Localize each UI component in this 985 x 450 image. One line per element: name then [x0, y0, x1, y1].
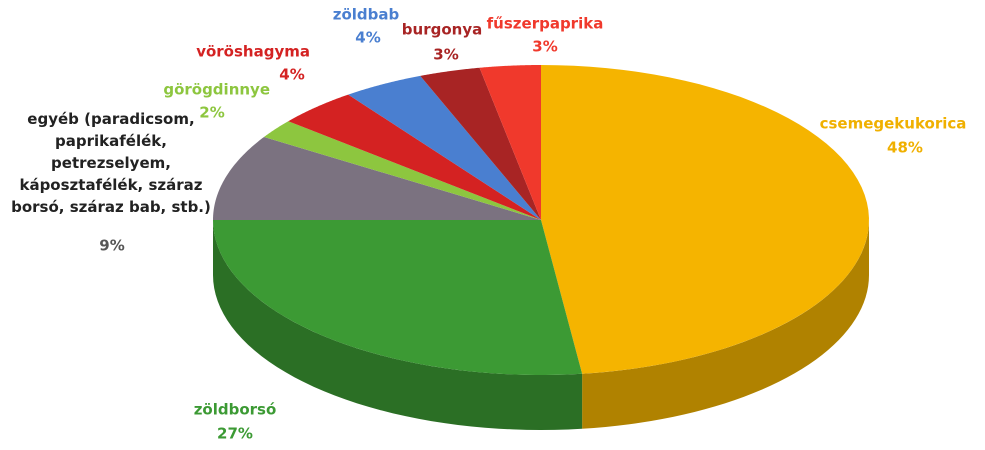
category-label: fűszerpaprika — [487, 15, 604, 33]
category-label: görögdinnye — [163, 81, 270, 99]
value-label: 3% — [532, 38, 557, 56]
pie-slice — [541, 65, 869, 374]
pie-slice — [348, 75, 541, 220]
pie-slice — [213, 220, 583, 375]
pie-slice — [420, 67, 541, 220]
category-label: zöldbab — [333, 6, 400, 24]
pie-slice — [288, 94, 541, 220]
value-label: 48% — [887, 139, 923, 157]
value-label: 3% — [433, 46, 458, 64]
value-label: 4% — [355, 29, 380, 47]
value-label: 27% — [217, 425, 253, 443]
pie-slice — [479, 65, 541, 220]
category-label: zöldborsó — [194, 401, 277, 419]
category-label: csemegekukorica — [820, 115, 967, 133]
pie-side — [213, 220, 583, 430]
category-label: burgonya — [402, 21, 482, 39]
value-label: 9% — [99, 237, 124, 255]
value-label: 2% — [199, 104, 224, 122]
pie-slice — [264, 121, 541, 220]
pie-side — [582, 220, 869, 429]
category-label: vöröshagyma — [196, 43, 310, 61]
category-label: egyéb (paradicsom, paprikafélék, petrezs… — [11, 110, 211, 216]
pie-slice — [213, 136, 541, 220]
value-label: 4% — [279, 66, 304, 84]
